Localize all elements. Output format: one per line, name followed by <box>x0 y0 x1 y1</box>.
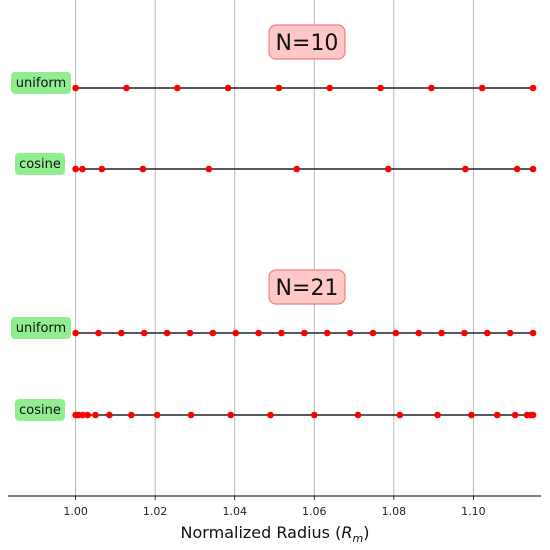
series-layer <box>72 84 537 419</box>
data-point <box>98 165 106 173</box>
series-label-box <box>15 399 65 421</box>
data-point <box>106 411 113 419</box>
series-label-text: cosine <box>19 157 61 172</box>
data-point <box>529 165 537 173</box>
data-point <box>123 84 130 92</box>
data-point <box>118 329 125 337</box>
x-axis-label-main: Normalized Radius ( <box>181 523 342 542</box>
x-tick-label: 1.02 <box>143 505 168 518</box>
x-tick-label: 1.08 <box>382 505 407 518</box>
vertical-grid <box>75 0 474 496</box>
data-point <box>72 329 79 337</box>
data-point <box>72 165 79 173</box>
data-point <box>278 329 285 337</box>
group-label-box <box>268 269 346 305</box>
data-point <box>232 329 240 337</box>
data-point <box>326 84 334 92</box>
data-point <box>92 411 99 419</box>
data-point <box>301 329 308 337</box>
series-label-box <box>15 153 65 175</box>
data-point <box>227 411 235 419</box>
data-point <box>461 329 468 337</box>
series-label-text: uniform <box>16 321 66 336</box>
data-point <box>224 84 232 92</box>
data-point <box>428 84 435 92</box>
x-axis-label-subscript: m <box>352 532 363 545</box>
data-point <box>415 329 422 337</box>
data-point <box>267 411 274 419</box>
data-point <box>205 165 213 173</box>
data-point <box>511 411 519 419</box>
data-point <box>438 329 445 337</box>
data-point <box>209 329 217 337</box>
data-point <box>493 411 501 419</box>
data-point <box>529 84 537 92</box>
x-tick-label: 1.10 <box>461 505 486 518</box>
data-point <box>434 411 441 419</box>
data-point <box>84 411 91 419</box>
group-label-text: N=21 <box>276 276 339 301</box>
data-point <box>95 329 102 337</box>
data-point <box>293 165 301 173</box>
series-label: uniform <box>11 72 71 94</box>
data-point <box>128 411 135 419</box>
data-point <box>186 329 194 337</box>
data-point <box>140 329 148 337</box>
x-axis-label-close: ) <box>363 523 369 542</box>
data-point <box>79 411 86 419</box>
data-point <box>187 411 195 419</box>
data-point <box>529 411 537 419</box>
series-labels: uniform cosine uniform cosine <box>11 72 71 421</box>
series-label-box <box>11 72 71 94</box>
series-label: uniform <box>11 317 71 339</box>
data-point <box>310 411 318 419</box>
series-label-box <box>11 317 71 339</box>
data-point <box>369 329 377 337</box>
data-point <box>354 411 362 419</box>
x-axis-ticks: 1.00 1.02 1.04 1.06 1.08 1.10 <box>63 496 486 518</box>
data-point <box>506 329 514 337</box>
data-point <box>72 84 79 92</box>
data-point <box>275 84 283 92</box>
data-point <box>468 411 475 419</box>
data-point <box>255 329 262 337</box>
data-point <box>529 329 537 337</box>
data-point <box>153 411 161 419</box>
data-point <box>392 329 400 337</box>
data-point <box>163 329 171 337</box>
group-label-box <box>268 24 346 60</box>
series-label: cosine <box>15 399 65 421</box>
data-point <box>484 329 491 337</box>
x-tick-label: 1.06 <box>302 505 327 518</box>
data-point <box>377 84 384 92</box>
series-label-text: uniform <box>16 76 66 91</box>
data-point <box>396 411 404 419</box>
data-point <box>323 329 331 337</box>
x-tick-label: 1.00 <box>63 505 88 518</box>
data-point <box>478 84 486 92</box>
group-label: N=10 <box>268 24 346 60</box>
data-point <box>513 165 521 173</box>
data-point <box>173 84 181 92</box>
group-labels: N=10 N=21 <box>268 24 346 305</box>
x-tick-label: 1.04 <box>222 505 247 518</box>
data-point <box>346 329 354 337</box>
data-point <box>462 165 469 173</box>
data-point <box>79 165 86 173</box>
group-label-text: N=10 <box>276 31 339 56</box>
series-label-text: cosine <box>19 403 61 418</box>
data-point <box>139 165 147 173</box>
series-label: cosine <box>15 153 65 175</box>
x-axis-label-symbol: R <box>341 523 352 542</box>
x-axis-label: Normalized Radius (Rm) <box>181 523 370 545</box>
data-point <box>384 165 392 173</box>
group-label: N=21 <box>268 269 346 305</box>
